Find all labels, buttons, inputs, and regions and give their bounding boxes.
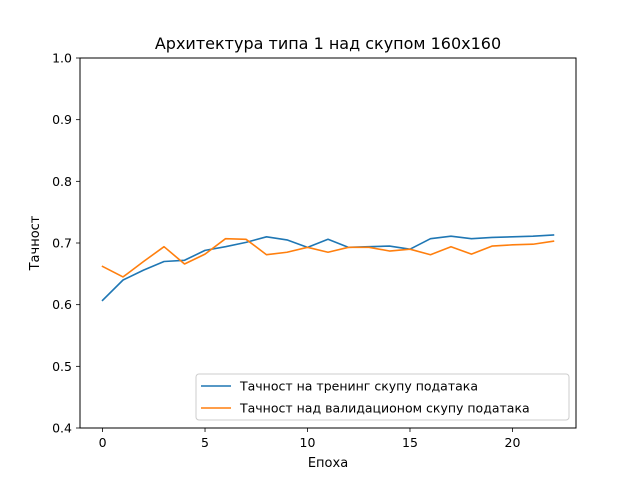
legend-label-0: Тачност на тренинг скупу података (239, 379, 478, 394)
series-layer (101, 234, 555, 302)
y-tick-label: 0.9 (52, 112, 72, 127)
y-tick-label: 0.7 (52, 236, 72, 251)
x-tick-label: 15 (402, 435, 418, 450)
y-tick-label: 0.8 (52, 174, 72, 189)
series-line-1 (101, 237, 555, 278)
y-tick-label: 0.6 (52, 297, 72, 312)
y-tick-label: 1.0 (52, 51, 72, 66)
y-tick-label: 0.4 (52, 421, 72, 436)
x-axis-label: Епоха (308, 456, 348, 471)
y-tick-label: 0.5 (52, 359, 72, 374)
x-tick-label: 10 (300, 435, 316, 450)
y-axis-label: Тачност (28, 215, 43, 271)
legend: Тачност на тренинг скупу података Тачност… (195, 373, 570, 421)
x-tick-label: 0 (99, 435, 107, 450)
legend-box (195, 373, 570, 421)
legend-label-1: Тачност над валидационом скупу података (239, 401, 530, 416)
chart-title: Архитектура типа 1 над скупом 160x160 (155, 34, 501, 53)
series-line-0 (101, 234, 555, 302)
x-tick-label: 20 (505, 435, 521, 450)
y-axis: 0.4 0.5 0.6 0.7 0.8 0.9 1.0 (52, 51, 80, 436)
x-axis: 0 5 10 15 20 (99, 428, 521, 450)
x-tick-label: 5 (201, 435, 209, 450)
